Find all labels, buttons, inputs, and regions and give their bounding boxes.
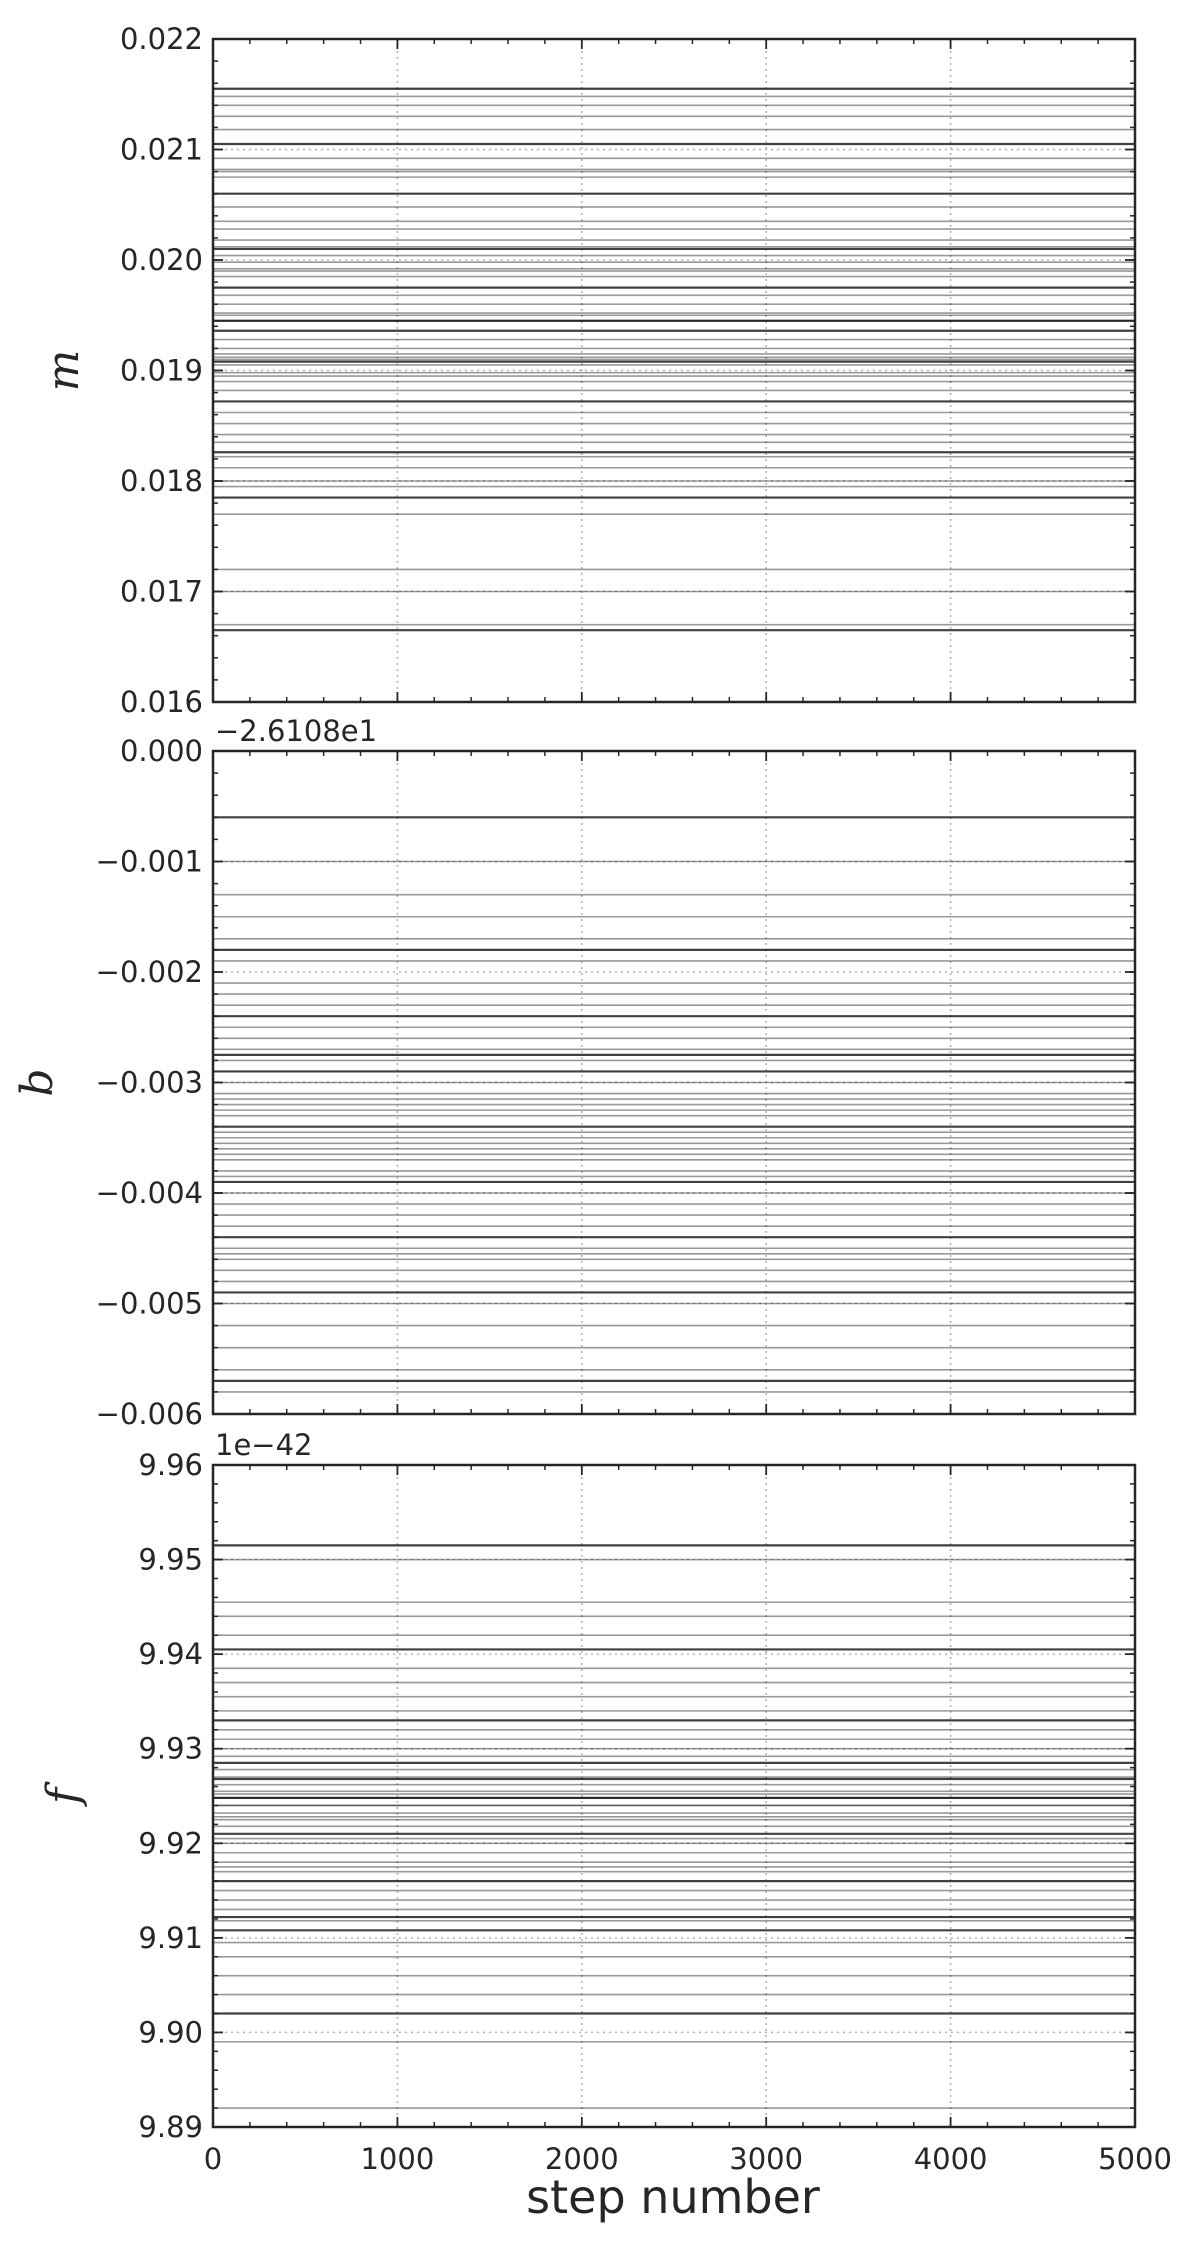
y-tick-label: −0.001 — [96, 845, 203, 879]
y-tick-label: −0.003 — [96, 1066, 203, 1100]
y-tick-label: −0.005 — [96, 1287, 203, 1321]
x-tick-label: 3000 — [729, 2142, 803, 2176]
plot-frame — [211, 1463, 1137, 2129]
y-tick-label: 9.96 — [138, 1448, 203, 1482]
y-tick-label: 0.000 — [120, 734, 203, 768]
y-tick-label: −0.002 — [96, 955, 203, 989]
x-tick-label: 4000 — [914, 2142, 988, 2176]
y-offset-label: −2.6108e1 — [215, 714, 377, 748]
y-axis-label: m — [38, 350, 89, 392]
x-tick-label: 5000 — [1098, 2142, 1172, 2176]
y-tick-label: 0.017 — [120, 575, 203, 609]
y-axis-label: f — [38, 1781, 89, 1807]
y-tick-label: 0.020 — [120, 243, 203, 277]
y-tick-label: 9.91 — [138, 1921, 203, 1955]
x-tick-label: 2000 — [545, 2142, 619, 2176]
y-tick-label: 9.92 — [138, 1826, 203, 1860]
plot-area — [213, 1465, 1135, 2127]
y-tick-label: 9.90 — [138, 2015, 203, 2049]
y-tick-label: 0.019 — [120, 354, 203, 388]
panel-b: −0.006 −0.005 −0.004 −0.003 −0.002 −0.001 0.00… — [12, 714, 1137, 1431]
y-tick-label: 9.93 — [138, 1732, 203, 1766]
y-tick-label: 9.94 — [138, 1637, 203, 1671]
plot-frame — [211, 749, 1137, 1416]
x-tick-label: 1000 — [360, 2142, 434, 2176]
y-tick-label: 0.021 — [120, 133, 203, 167]
y-tick-label: 9.95 — [138, 1543, 203, 1577]
y-tick-label: 0.022 — [120, 22, 203, 56]
y-tick-label: −0.006 — [96, 1397, 203, 1431]
y-offset-label: 1e−42 — [215, 1428, 313, 1462]
y-axis-label: b — [12, 1068, 63, 1096]
y-tick-label: −0.004 — [96, 1176, 203, 1210]
panel-m: 0.016 0.017 0.018 0.019 0.020 0.021 0.022 m — [38, 22, 1137, 719]
x-tick-label: 0 — [204, 2142, 222, 2176]
y-tick-label: 0.016 — [120, 685, 203, 719]
plot-frame — [211, 37, 1137, 704]
panel-f: 9.89 9.90 9.91 9.92 9.93 9.94 9.95 9.96 0 1000 200… — [38, 1428, 1172, 2176]
y-tick-label: 0.018 — [120, 464, 203, 498]
y-tick-label: 9.89 — [138, 2110, 203, 2144]
x-axis-label: step number — [526, 2170, 820, 2224]
